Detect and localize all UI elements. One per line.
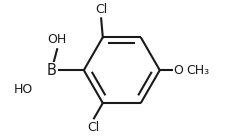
Text: HO: HO (13, 83, 33, 96)
Text: CH₃: CH₃ (185, 64, 208, 77)
Text: B: B (46, 63, 56, 78)
Text: Cl: Cl (87, 121, 99, 134)
Text: OH: OH (47, 33, 66, 46)
Text: Cl: Cl (95, 3, 107, 16)
Text: O: O (173, 64, 183, 77)
